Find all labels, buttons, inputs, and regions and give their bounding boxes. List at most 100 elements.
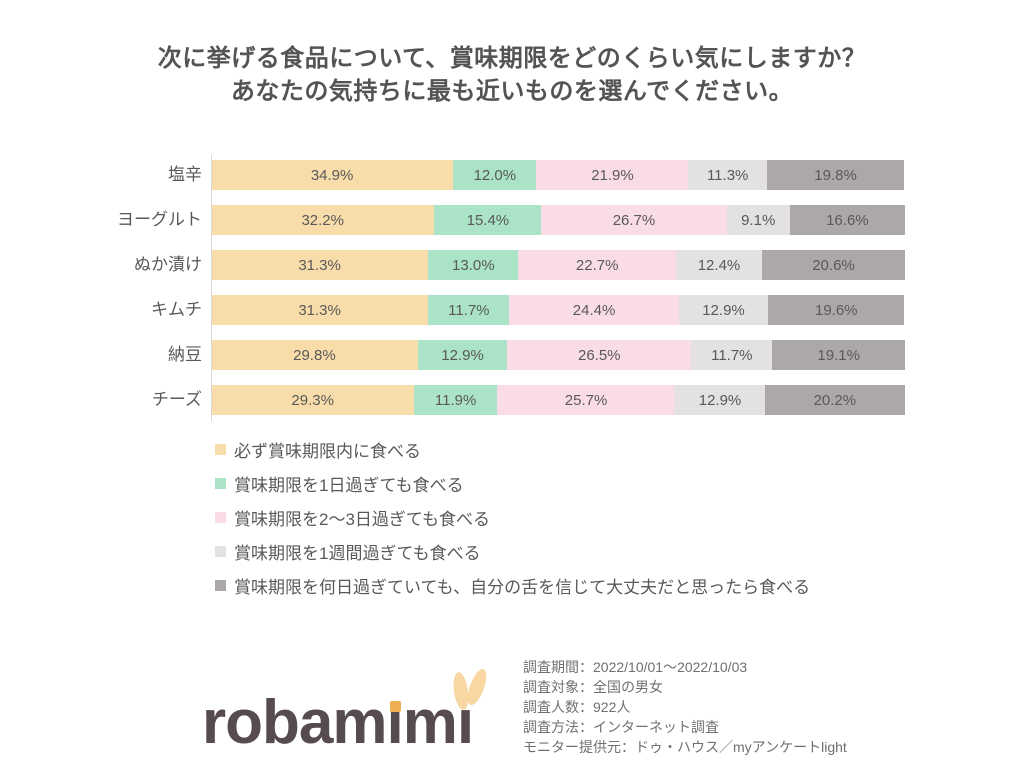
chart-row: 納豆 29.8% 12.9% 26.5% 11.7% 19.1% xyxy=(0,340,920,370)
category-label: 塩辛 xyxy=(168,165,202,184)
robamimi-logo: robamı mı xyxy=(202,666,490,757)
chart-row: ヨーグルト 32.2% 15.4% 26.7% 9.1% 16.6% xyxy=(0,205,920,235)
legend-label: 賞味期限を1日過ぎても食べる xyxy=(234,476,464,495)
bar-segment: 20.2% xyxy=(764,385,905,415)
bar-value-label: 32.2% xyxy=(301,211,344,229)
bar-segment: 20.6% xyxy=(762,250,905,280)
chart-row: チーズ 29.3% 11.9% 25.7% 12.9% 20.2% xyxy=(0,385,920,415)
bar-value-label: 12.0% xyxy=(473,166,517,184)
category-label: ヨーグルト xyxy=(117,210,202,229)
bar-value-label: 26.7% xyxy=(612,211,656,229)
bar-segment: 11.7% xyxy=(691,340,773,370)
bar-segment: 34.9% xyxy=(211,160,454,190)
survey-info-line: モニター提供元：ドゥ・ハウス／myアンケートlight xyxy=(523,739,847,755)
logo-text: m xyxy=(402,688,458,757)
bar-stack: 32.2% 15.4% 26.7% 9.1% 16.6% xyxy=(211,205,905,235)
bar-value-label: 24.4% xyxy=(572,301,616,319)
legend-label: 必ず賞味期限内に食べる xyxy=(234,442,421,461)
bar-value-label: 25.7% xyxy=(564,391,608,409)
bar-segment: 19.6% xyxy=(768,295,905,325)
bar-stack: 34.9% 12.0% 21.9% 11.3% 19.8% xyxy=(211,160,905,190)
bar-stack: 29.8% 12.9% 26.5% 11.7% 19.1% xyxy=(211,340,905,370)
legend-color-chip xyxy=(215,546,226,557)
category-label: ぬか漬け xyxy=(134,255,202,274)
bar-value-label: 21.9% xyxy=(591,166,634,184)
legend-color-chip xyxy=(215,580,226,591)
bar-segment: 12.9% xyxy=(678,295,769,325)
bar-segment: 9.1% xyxy=(726,205,790,235)
survey-info-line: 調査期間：2022/10/01～2022/10/03 xyxy=(523,659,748,675)
bar-value-label: 31.3% xyxy=(298,301,341,319)
bar-value-label: 31.3% xyxy=(298,256,341,274)
chart-row: 塩辛 34.9% 12.0% 21.9% 11.3% 19.8% xyxy=(0,160,920,190)
legend-item: 必ず賞味期限内に食べる xyxy=(215,438,810,461)
y-axis-line xyxy=(211,155,212,421)
bar-segment: 31.3% xyxy=(211,295,429,325)
legend-item: 賞味期限を1日過ぎても食べる xyxy=(215,472,810,495)
bar-segment: 25.7% xyxy=(496,385,676,415)
bar-segment: 12.9% xyxy=(675,385,765,415)
bar-value-label: 11.7% xyxy=(711,346,753,364)
bar-value-label: 15.4% xyxy=(466,211,510,229)
chart-rows: 塩辛 34.9% 12.0% 21.9% 11.3% 19.8% ヨーグルト 32.2% 15.… xyxy=(0,160,920,415)
legend-item: 賞味期限を何日過ぎていても、自分の舌を信じて大丈夫だと思ったら食べる xyxy=(215,574,810,597)
bar-value-label: 11.7% xyxy=(448,301,490,319)
bar-value-label: 34.9% xyxy=(310,166,354,184)
bar-segment: 11.9% xyxy=(414,385,497,415)
page-title-line2: あなたの気持ちに最も近いものを選んでください。 xyxy=(230,78,794,105)
legend-item: 賞味期限を1週間過ぎても食べる xyxy=(215,540,810,563)
bar-segment: 32.2% xyxy=(211,205,435,235)
stacked-bar-chart: 塩辛 34.9% 12.0% 21.9% 11.3% 19.8% ヨーグルト 32.2% 15.… xyxy=(0,155,920,430)
bar-value-label: 11.3% xyxy=(706,166,749,184)
page-title: 次に挙げる食品について、賞味期限をどのくらい気にしますか？ あなたの気持ちに最も… xyxy=(0,42,1024,108)
chart-row: ぬか漬け 31.3% 13.0% 22.7% 12.4% 20.6% xyxy=(0,250,920,280)
bar-segment: 16.6% xyxy=(789,205,905,235)
bar-segment: 29.8% xyxy=(211,340,418,370)
survey-info-line: 調査対象：全国の男女 xyxy=(523,679,663,695)
bar-segment: 24.4% xyxy=(509,295,679,325)
bar-value-label: 19.1% xyxy=(817,346,860,364)
bar-segment: 22.7% xyxy=(518,250,676,280)
bar-stack: 29.3% 11.9% 25.7% 12.9% 20.2% xyxy=(211,385,905,415)
bar-value-label: 19.8% xyxy=(814,166,857,184)
bar-segment: 11.7% xyxy=(428,295,510,325)
survey-info-line: 調査人数：922人 xyxy=(523,699,631,715)
bar-segment: 12.0% xyxy=(453,160,537,190)
bar-value-label: 20.2% xyxy=(813,391,857,409)
bar-segment: 26.7% xyxy=(541,205,727,235)
category-label: キムチ xyxy=(151,300,202,319)
legend-color-chip xyxy=(215,444,226,455)
survey-info-line: 調査方法：インターネット調査 xyxy=(523,719,719,735)
chart-legend: 必ず賞味期限内に食べる賞味期限を1日過ぎても食べる賞味期限を2～3日過ぎても食べ… xyxy=(215,438,810,608)
bar-segment: 19.1% xyxy=(772,340,905,370)
bar-segment: 11.3% xyxy=(688,160,767,190)
bar-stack: 31.3% 13.0% 22.7% 12.4% 20.6% xyxy=(211,250,905,280)
bar-segment: 29.3% xyxy=(211,385,415,415)
survey-info: 調査期間：2022/10/01～2022/10/03 調査対象：全国の男女 調査人数… xyxy=(523,657,847,757)
legend-label: 賞味期限を1週間過ぎても食べる xyxy=(234,544,481,563)
bar-segment: 12.4% xyxy=(675,250,763,280)
legend-item: 賞味期限を2～3日過ぎても食べる xyxy=(215,506,810,529)
legend-label: 賞味期限を何日過ぎていても、自分の舌を信じて大丈夫だと思ったら食べる xyxy=(234,578,811,597)
category-label: チーズ xyxy=(151,390,202,409)
bar-value-label: 22.7% xyxy=(575,256,619,274)
bar-value-label: 11.9% xyxy=(434,391,477,409)
logo-i-ears: ı xyxy=(451,666,490,754)
bar-segment: 26.5% xyxy=(507,340,692,370)
logo-text: robam xyxy=(202,688,387,757)
bar-value-label: 12.9% xyxy=(698,391,742,409)
bar-value-label: 12.4% xyxy=(697,256,741,274)
bar-value-label: 20.6% xyxy=(812,256,855,274)
bar-value-label: 12.9% xyxy=(441,346,484,364)
logo-i-accent: ı xyxy=(386,688,403,757)
logo-accent-dot-icon xyxy=(390,701,402,712)
page-title-line1: 次に挙げる食品について、賞味期限をどのくらい気にしますか？ xyxy=(157,45,867,72)
legend-color-chip xyxy=(215,512,226,523)
bar-value-label: 29.3% xyxy=(291,391,334,409)
legend-color-chip xyxy=(215,478,226,489)
bar-value-label: 9.1% xyxy=(741,211,776,229)
bar-segment: 13.0% xyxy=(428,250,519,280)
donkey-ear-right-icon xyxy=(463,666,490,708)
chart-row: キムチ 31.3% 11.7% 24.4% 12.9% 19.6% xyxy=(0,295,920,325)
